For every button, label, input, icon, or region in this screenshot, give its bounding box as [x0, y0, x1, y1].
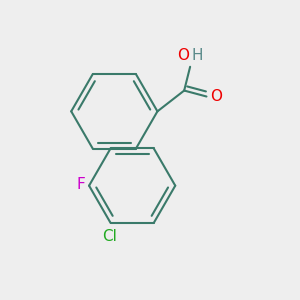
Text: H: H: [192, 48, 203, 63]
Text: O: O: [210, 89, 222, 104]
Text: F: F: [77, 177, 85, 192]
Text: Cl: Cl: [102, 229, 117, 244]
Text: O: O: [177, 48, 189, 63]
